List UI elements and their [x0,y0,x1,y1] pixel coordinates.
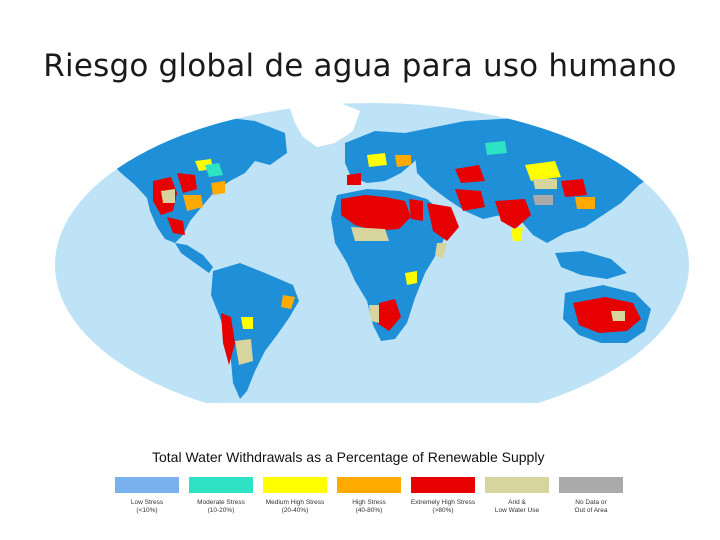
stress-patch-na-moderate [205,163,223,177]
stress-patch-horn [435,243,447,259]
stress-patch-sahel-arid [351,227,389,241]
legend-label-medium-high: Medium High Stress [265,499,325,506]
legend-swatch-arid [485,477,549,493]
stress-patch-spain [347,173,361,185]
legend-item-no-data: No Data or Out of Area [556,477,626,515]
legend-range-moderate: (10-20%) [207,507,235,514]
stress-patch-tibet [533,195,553,205]
legend-swatch-extremely-high [411,477,475,493]
legend-label-no-data: No Data or [575,499,607,506]
stress-patch-china-orange [575,197,595,209]
legend-range-medium-high: (20-40%) [281,507,309,514]
legend-item-arid: Arid & Low Water Use [482,477,552,515]
southeast-asia [555,251,627,279]
slide-title: Riesgo global de agua para uso humano [43,48,677,84]
stress-patch-ukraine [395,155,411,167]
stress-patch-iran [455,189,485,211]
world-map [55,103,690,428]
legend-label-low: Low Stress [130,499,164,506]
legend-range-arid: Low Water Use [494,507,540,514]
new-zealand [663,335,677,361]
stress-patch-europe-yellow [367,153,387,167]
central-america [175,243,213,273]
stress-patch-us-arid [161,189,175,203]
legend-swatch-moderate [189,477,253,493]
stress-patch-gobi [533,179,557,189]
stress-patch-southern-africa [377,299,401,331]
legend-swatch-low [115,477,179,493]
stress-patch-us-east [211,181,225,195]
legend-range-no-data: Out of Area [574,507,608,514]
stress-patch-india-yellow [511,227,523,241]
stress-patch-us-great-plains [183,195,203,211]
stress-patch-china-north [561,179,587,197]
legend-swatch-no-data [559,477,623,493]
stress-patch-arabia [427,203,459,241]
stress-patch-australia-arid [611,311,625,321]
legend-swatch-medium-high [263,477,327,493]
stress-patch-argentina [235,339,253,365]
legend-range-low: (<10%) [136,507,158,514]
legend-label-high: High Stress [352,499,386,506]
greenland [290,103,360,147]
legend-title: Total Water Withdrawals as a Percentage … [152,449,545,465]
stress-patch-central-asia [455,165,485,183]
stress-patch-mongolia [525,161,561,181]
legend-item-low: Low Stress (<10%) [112,477,182,515]
stress-overlay [153,141,641,365]
stress-patch-namibia [369,305,379,323]
legend-item-extremely-high: Extremely High Stress (>80%) [408,477,478,515]
legend-item-medium-high: Medium High Stress (20-40%) [260,477,330,515]
world-map-svg [55,103,689,427]
stress-patch-mexico [167,217,185,235]
stress-patch-siberia-moderate [485,141,507,155]
stress-patch-ne-brazil [281,295,295,309]
stress-patch-egypt [409,199,423,221]
antarctica [55,403,689,427]
legend-swatch-high [337,477,401,493]
stress-patch-bolivia [241,317,253,329]
stress-patch-sahara [341,195,411,231]
africa [331,189,447,341]
legend-range-extremely-high: (>80%) [432,507,454,514]
stress-patch-east-africa [405,271,417,285]
legend-label-arid: Arid & [508,499,526,506]
stress-patch-us-central [177,173,197,193]
legend-range-high: (40-80%) [355,507,383,514]
stress-patch-australia [573,297,641,333]
legend-label-moderate: Moderate Stress [197,499,245,506]
stress-patch-india [495,199,531,229]
south-america [211,263,299,399]
legend-item-high: High Stress (40-80%) [334,477,404,515]
legend: Low Stress (<10%) Moderate Stress (10-20%) M… [112,477,624,527]
legend-label-extremely-high: Extremely High Stress [410,499,476,506]
legend-item-moderate: Moderate Stress (10-20%) [186,477,256,515]
stress-patch-peru-chile [221,313,235,365]
